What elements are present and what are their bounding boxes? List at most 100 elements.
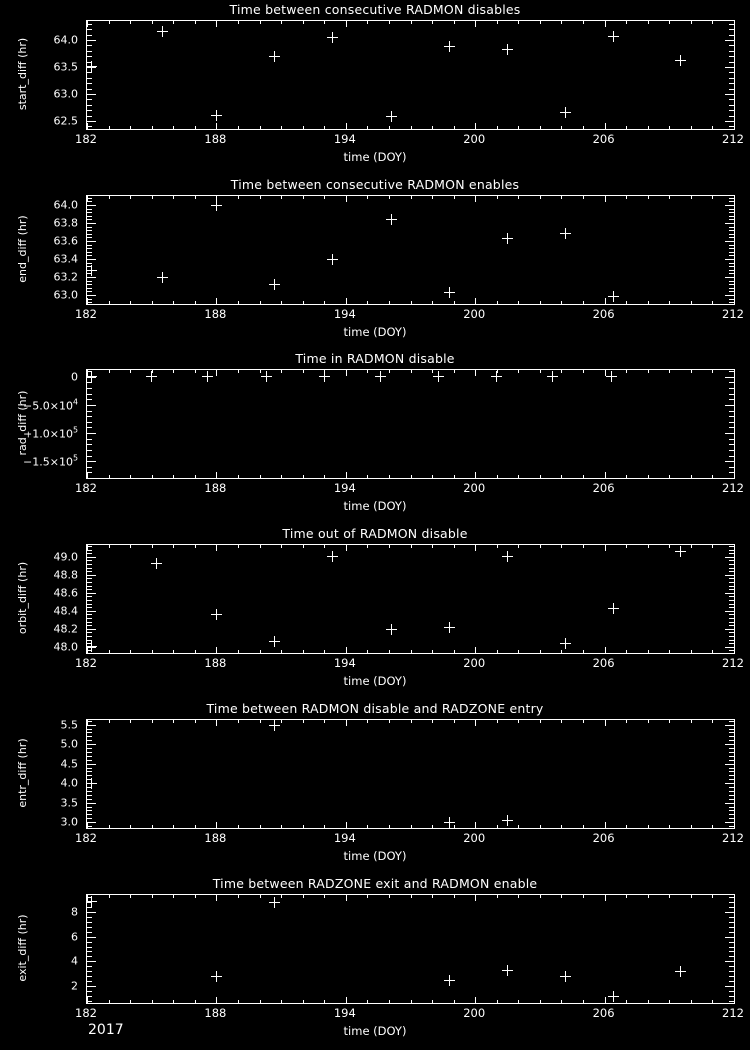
x-tick	[583, 196, 585, 199]
x-tick	[690, 895, 692, 898]
x-tick	[173, 126, 175, 129]
x-tick	[302, 1000, 304, 1003]
y-tick	[87, 376, 96, 378]
x-tick	[496, 370, 498, 373]
y-tick	[87, 371, 92, 373]
x-tick	[561, 1000, 563, 1003]
plot-panel-2: Time between consecutive RADMON enables e…	[0, 175, 750, 350]
year-label: 2017	[88, 1022, 124, 1038]
x-tick	[216, 298, 218, 304]
x-tick	[410, 1000, 412, 1003]
data-point-marker	[674, 545, 686, 557]
x-tick-label: 200	[463, 481, 486, 495]
y-tick	[729, 818, 734, 820]
y-tick	[725, 556, 734, 558]
y-tick	[87, 233, 92, 235]
x-tick-label: 200	[463, 307, 486, 321]
x-tick	[712, 21, 714, 24]
y-tick	[87, 632, 92, 634]
y-tick	[87, 912, 96, 914]
y-tick	[87, 951, 92, 953]
x-tick	[669, 126, 671, 129]
x-tick	[432, 126, 434, 129]
y-tick	[729, 371, 734, 373]
x-tick	[604, 720, 606, 726]
y-tick	[729, 262, 734, 264]
data-point-marker	[560, 228, 572, 240]
x-tick	[669, 650, 671, 653]
y-tick	[729, 897, 734, 899]
y-tick	[87, 822, 96, 824]
y-tick-label: 48.0	[53, 640, 79, 654]
x-tick	[496, 196, 498, 199]
data-point-marker	[502, 814, 514, 826]
y-tick	[729, 226, 734, 228]
x-tick	[388, 895, 390, 898]
x-tick	[604, 895, 606, 901]
y-tick-label: 48.8	[53, 568, 79, 582]
data-point-marker	[327, 31, 339, 43]
x-tick	[496, 126, 498, 129]
x-tick	[87, 472, 88, 478]
x-tick	[432, 301, 434, 304]
x-tick	[712, 370, 714, 373]
y-tick	[87, 215, 92, 217]
y-tick	[729, 775, 734, 777]
x-tick	[130, 21, 132, 24]
x-tick	[690, 370, 692, 373]
x-tick	[410, 720, 412, 723]
x-tick	[367, 720, 369, 723]
y-tick	[87, 455, 92, 457]
data-point-marker	[547, 371, 559, 383]
x-tick	[367, 475, 369, 478]
y-tick	[87, 897, 92, 899]
x-tick	[367, 196, 369, 199]
x-tick	[216, 895, 218, 901]
y-tick	[729, 23, 734, 25]
x-tick	[388, 825, 390, 828]
y-tick	[87, 421, 92, 423]
y-tick	[87, 269, 92, 271]
y-tick	[87, 77, 92, 79]
x-tick	[151, 1000, 153, 1003]
y-tick	[725, 724, 734, 726]
y-tick	[729, 438, 734, 440]
data-point-marker	[502, 44, 514, 56]
y-tick	[729, 581, 734, 583]
x-tick	[626, 301, 628, 304]
y-tick	[87, 208, 92, 210]
x-tick	[87, 370, 88, 376]
y-tick	[729, 466, 734, 468]
y-tick-label: 48.2	[53, 622, 79, 636]
plot-panel-1: Time between consecutive RADMON disables…	[0, 0, 750, 175]
x-tick	[173, 370, 175, 373]
x-tick	[281, 650, 283, 653]
y-tick	[87, 936, 96, 938]
y-tick	[87, 545, 92, 547]
x-tick-label: 194	[333, 1006, 356, 1020]
data-point-marker	[374, 371, 386, 383]
y-tick	[729, 427, 734, 429]
y-tick	[87, 826, 92, 828]
panel-title: Time out of RADMON disable	[282, 526, 468, 541]
x-tick	[453, 1000, 455, 1003]
x-tick	[130, 895, 132, 898]
y-tick	[729, 29, 734, 31]
x-tick	[345, 370, 347, 376]
x-tick	[690, 21, 692, 24]
x-tick	[583, 126, 585, 129]
x-tick	[496, 475, 498, 478]
y-tick	[729, 291, 734, 293]
data-point-marker	[560, 970, 572, 982]
x-tick	[734, 895, 735, 901]
y-tick	[87, 614, 92, 616]
x-tick	[130, 650, 132, 653]
panel-title: Time in RADMON disable	[295, 351, 455, 366]
y-tick	[729, 393, 734, 395]
data-point-marker	[327, 551, 339, 563]
y-tick	[87, 277, 96, 278]
y-tick	[729, 560, 734, 562]
x-tick	[173, 21, 175, 24]
plot-frame	[85, 544, 735, 654]
y-tick	[729, 244, 734, 246]
